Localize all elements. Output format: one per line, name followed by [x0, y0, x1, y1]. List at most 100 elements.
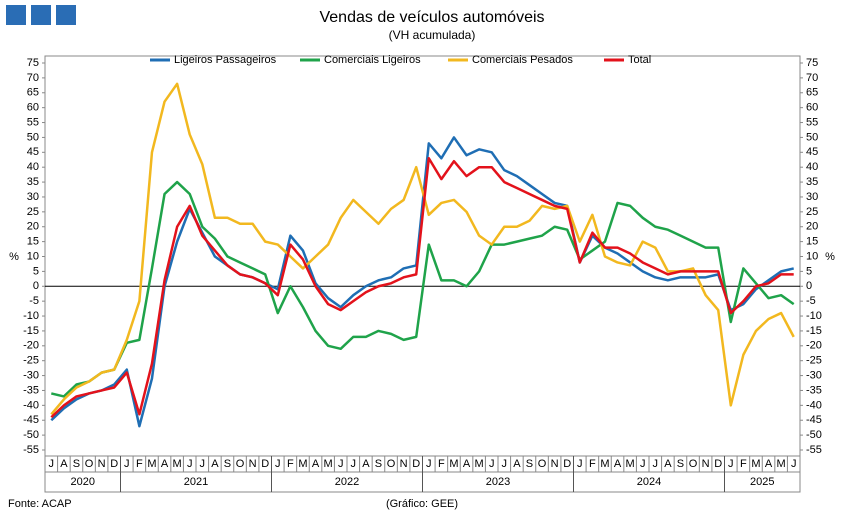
x-tick-label: A: [312, 458, 320, 470]
y-tick-label: 10: [806, 250, 818, 262]
x-tick-label: J: [426, 458, 432, 470]
y-tick-label: 5: [806, 265, 812, 277]
x-tick-label: J: [791, 458, 797, 470]
x-tick-label: J: [653, 458, 659, 470]
y-tick-label: -40: [23, 399, 39, 411]
year-label: 2024: [637, 476, 661, 488]
x-tick-label: M: [600, 458, 609, 470]
x-tick-label: N: [551, 458, 559, 470]
y-tick-label: -40: [806, 399, 822, 411]
x-tick-label: N: [98, 458, 106, 470]
x-tick-label: D: [412, 458, 420, 470]
x-tick-label: M: [626, 458, 635, 470]
x-tick-label: N: [249, 458, 257, 470]
y-tick-label: 70: [27, 72, 39, 84]
legend-label: Comerciais Pesados: [472, 54, 573, 66]
y-tick-label: 40: [806, 161, 818, 173]
x-tick-label: S: [224, 458, 231, 470]
y-tick-label: -35: [806, 384, 822, 396]
y-tick-label: -15: [806, 325, 822, 337]
x-tick-label: M: [777, 458, 786, 470]
x-tick-label: S: [677, 458, 684, 470]
series-line: [50, 82, 795, 416]
x-tick-label: M: [751, 458, 760, 470]
y-tick-label: -20: [23, 340, 39, 352]
y-tick-label: -10: [806, 310, 822, 322]
x-tick-label: A: [513, 458, 521, 470]
y-tick-label: 75: [806, 57, 818, 69]
y-tick-label: -30: [806, 369, 822, 381]
x-tick-label: D: [261, 458, 269, 470]
y-tick-label: 55: [27, 116, 39, 128]
y-tick-label: -15: [23, 325, 39, 337]
y-tick-label: 30: [27, 191, 39, 203]
x-tick-label: A: [362, 458, 370, 470]
year-label: 2021: [184, 476, 208, 488]
y-tick-label: -20: [806, 340, 822, 352]
x-tick-label: A: [211, 458, 219, 470]
credit: (Gráfico: GEE): [386, 498, 458, 510]
x-tick-label: A: [614, 458, 622, 470]
y-tick-label: 25: [806, 206, 818, 218]
y-tick-label: 0: [806, 280, 812, 292]
y-tick-label: -25: [806, 355, 822, 367]
year-label: 2023: [486, 476, 510, 488]
year-label: 2025: [750, 476, 774, 488]
x-tick-label: J: [351, 458, 357, 470]
series-line: [51, 180, 795, 398]
y-tick-label: 50: [806, 131, 818, 143]
x-tick-label: A: [664, 458, 672, 470]
x-tick-label: O: [689, 458, 698, 470]
y-tick-label: 65: [27, 87, 39, 99]
x-tick-label: S: [375, 458, 382, 470]
y-unit: %: [9, 251, 19, 263]
x-tick-label: M: [475, 458, 484, 470]
legend-label: Comerciais Ligeiros: [324, 54, 421, 66]
x-tick-label: N: [400, 458, 408, 470]
x-tick-label: D: [714, 458, 722, 470]
y-tick-label: -5: [806, 295, 816, 307]
x-tick-label: M: [147, 458, 156, 470]
x-tick-label: O: [387, 458, 396, 470]
y-tick-label: -25: [23, 355, 39, 367]
y-tick-label: 15: [806, 236, 818, 248]
plot-frame: [44, 55, 801, 493]
y-tick-label: 20: [806, 221, 818, 233]
x-tick-label: F: [136, 458, 143, 470]
y-tick-label: 20: [27, 221, 39, 233]
y-tick-label: -45: [806, 414, 822, 426]
y-tick-label: 45: [27, 146, 39, 158]
y-tick-label: 50: [27, 131, 39, 143]
y-tick-label: -50: [806, 429, 822, 441]
y-tick-label: 65: [806, 87, 818, 99]
y-tick-label: -50: [23, 429, 39, 441]
y-tick-label: -55: [806, 444, 822, 456]
logo-square: [56, 5, 76, 25]
x-tick-label: J: [640, 458, 646, 470]
x-tick-label: S: [526, 458, 533, 470]
y-tick-label: 0: [33, 280, 39, 292]
x-tick-label: M: [324, 458, 333, 470]
legend-label: Ligeiros Passageiros: [174, 54, 277, 66]
y-tick-label: 60: [806, 102, 818, 114]
x-tick-label: M: [449, 458, 458, 470]
x-tick-label: D: [110, 458, 118, 470]
x-tick-label: J: [502, 458, 508, 470]
y-tick-label: -10: [23, 310, 39, 322]
x-tick-label: J: [124, 458, 130, 470]
series-line: [50, 136, 794, 428]
source: Fonte: ACAP: [8, 498, 72, 510]
logo-square: [6, 5, 26, 25]
x-tick-label: J: [728, 458, 734, 470]
y-tick-label: 60: [27, 102, 39, 114]
x-tick-label: A: [463, 458, 471, 470]
x-tick-label: A: [765, 458, 773, 470]
x-tick-label: M: [173, 458, 182, 470]
x-tick-label: F: [287, 458, 294, 470]
y-unit: %: [825, 251, 835, 263]
x-tick-label: J: [577, 458, 583, 470]
y-tick-label: 70: [806, 72, 818, 84]
x-tick-label: O: [85, 458, 94, 470]
y-tick-label: -55: [23, 444, 39, 456]
